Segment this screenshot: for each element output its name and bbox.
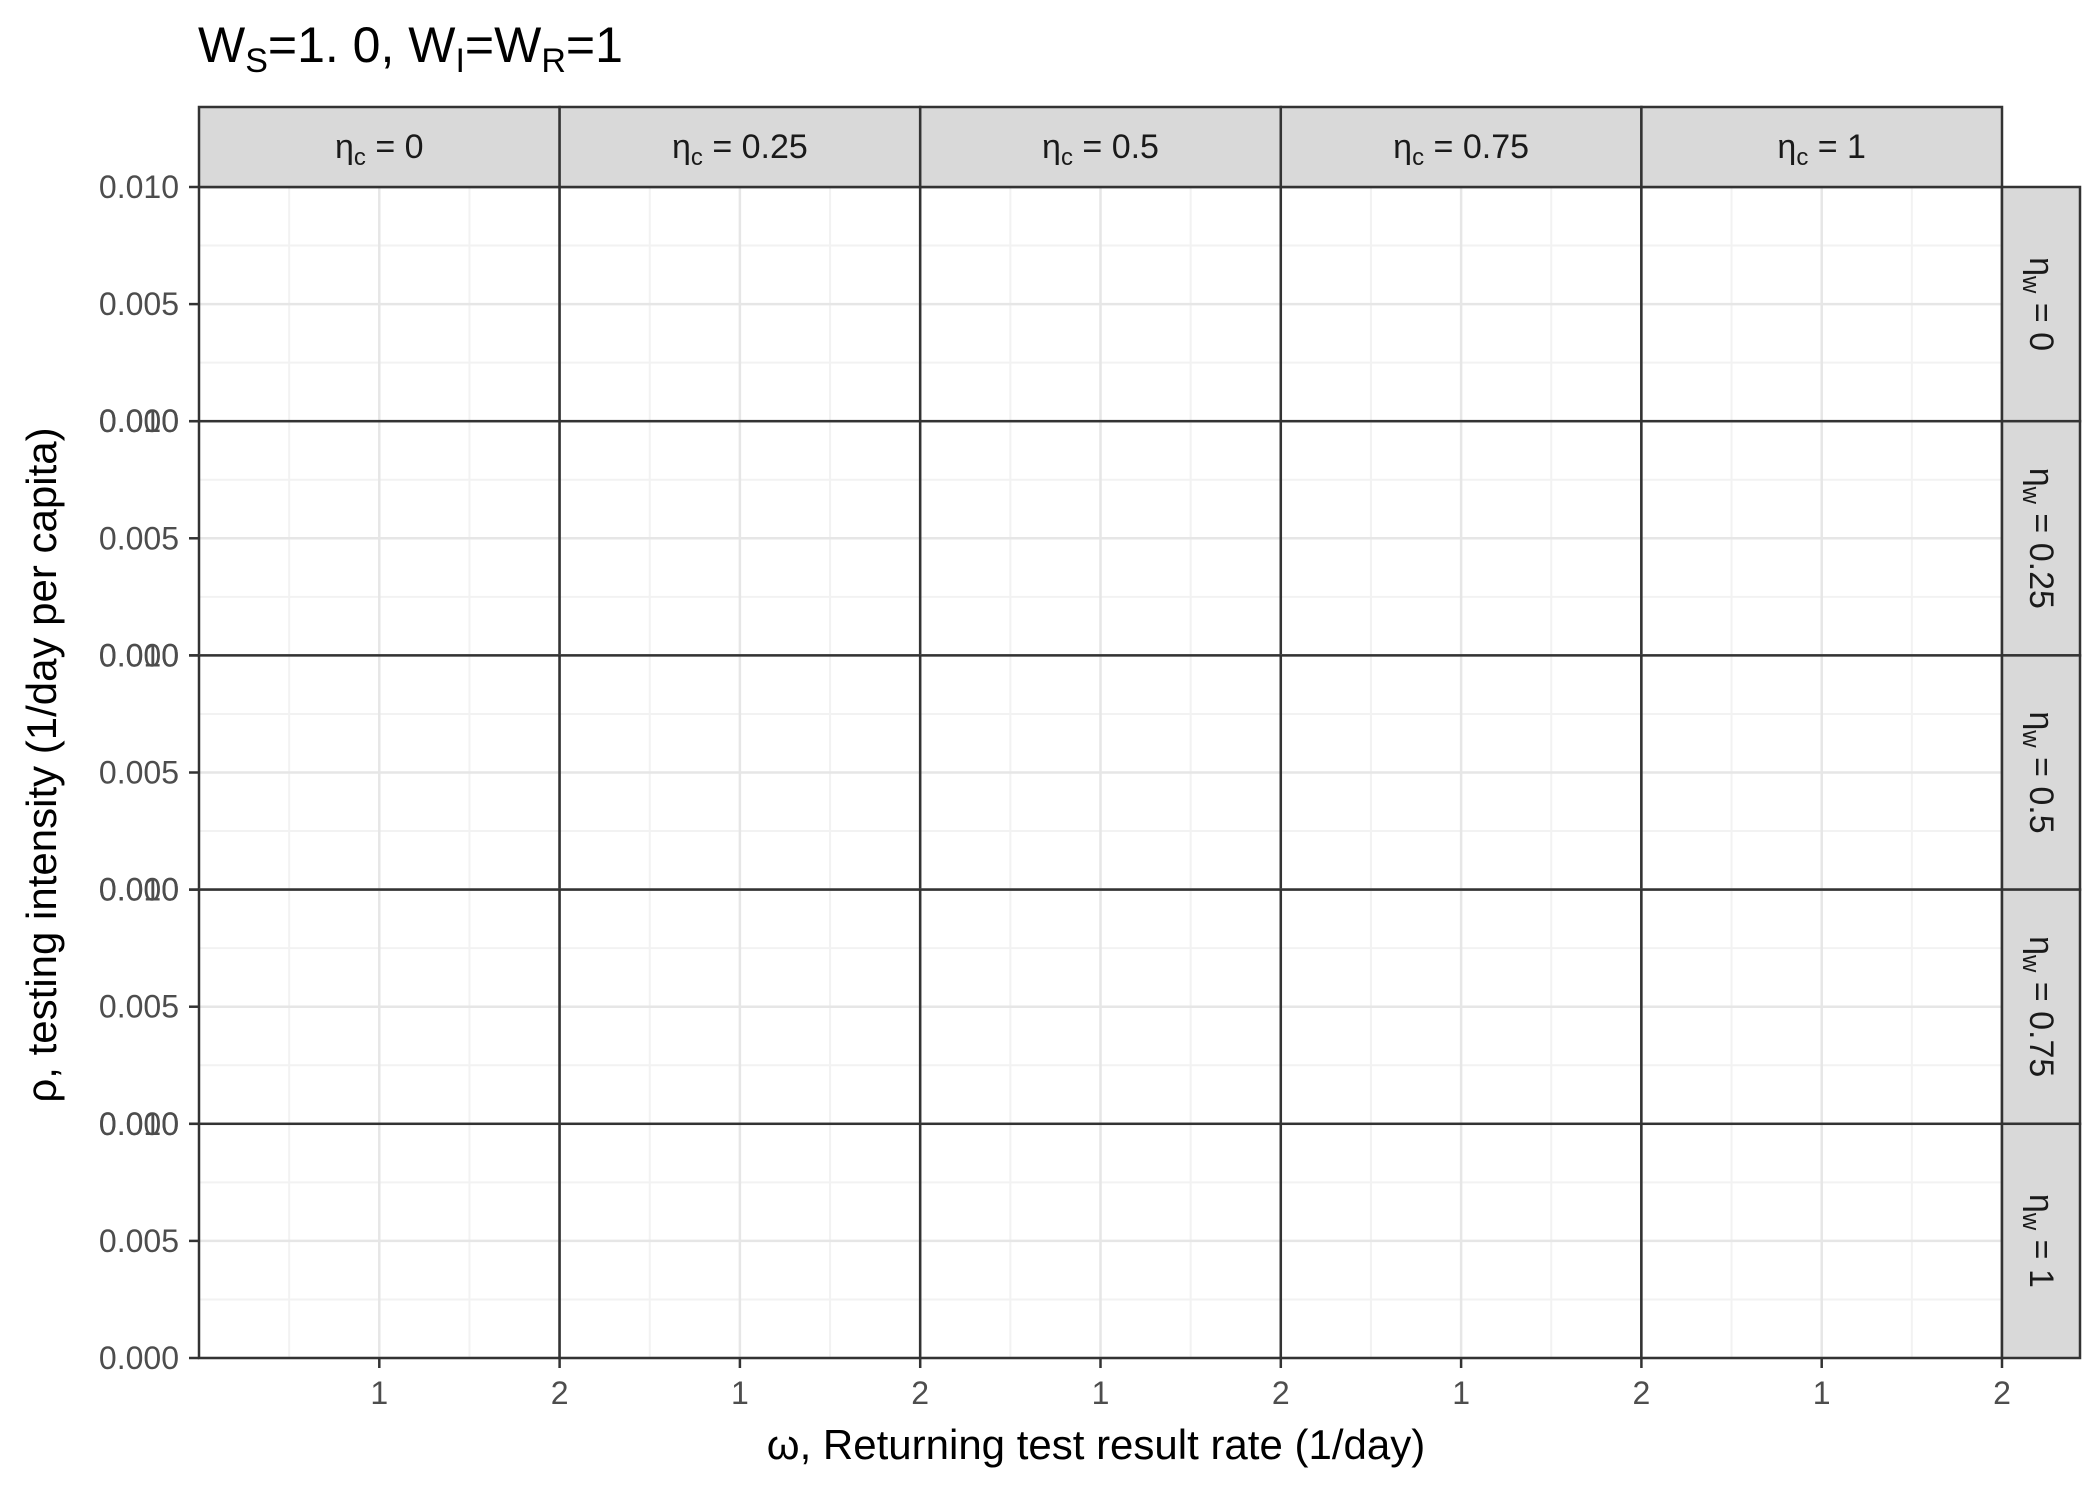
column-strips: ηc = 0 ηc = 0.25 ηc = 0.5 ηc = 0.75 ηc = 1 [197,105,2004,189]
strip-row: ηw = 1 [2000,1122,2082,1360]
y-tick-label: 0.010 [99,637,179,673]
facet-panel [1279,888,1643,1126]
facet-panel [197,888,561,1126]
facet-panel [1640,185,2004,423]
title-part: =1 [566,17,623,73]
facet-panel [197,654,561,891]
facet-panel [918,1122,1283,1360]
strip-label: ηc = 0.5 [1042,128,1159,171]
facet-panel [918,654,1283,891]
y-axis-title: ρ, testing intensity (1/day per capita) [18,427,65,1102]
strip-label: ηc = 1 [1777,128,1866,171]
strip-background [1640,105,2004,189]
y-tick-label: 0.005 [99,520,179,556]
facet-panel [918,419,1283,657]
strip-label: ηw = 0.5 [2017,711,2060,833]
strip-label: ηw = 0.75 [2017,936,2060,1077]
y-axis-ticks: 0.0000.0050.0100.0000.0050.0100.0000.005… [99,169,199,1376]
facet-panel [1279,419,1643,657]
strip-row: ηw = 0.25 [2000,419,2082,657]
facet-panel [558,888,922,1126]
strip-row: ηw = 0.75 [2000,888,2082,1126]
x-tick-label: 1 [1092,1375,1110,1411]
title-part: =W [465,17,542,73]
strip-label: ηw = 0.25 [2017,468,2060,609]
strip-background [2000,888,2082,1126]
facet-panel [197,1122,561,1360]
x-tick-label: 2 [1633,1375,1651,1411]
x-tick-label: 1 [370,1375,388,1411]
strip-label: ηc = 0 [335,128,424,171]
y-tick-label: 0.010 [99,1106,179,1142]
facet-panel [918,185,1283,423]
x-tick-label: 2 [911,1375,929,1411]
facet-panel [558,1122,922,1360]
x-axis-ticks: 1 2 1 2 1 2 1 2 1 2 [370,1358,2011,1411]
title-part: W [198,17,246,73]
title-part: R [541,42,566,80]
strip-col: ηc = 0.75 [1279,105,1643,189]
x-tick-label: 2 [1272,1375,1290,1411]
strip-label: ηw = 1 [2017,1194,2060,1288]
y-tick-label: 0.005 [99,286,179,322]
strip-label: ηw = 0 [2017,257,2060,351]
strip-background [2000,1122,2082,1360]
y-tick-label: 0.000 [99,403,179,439]
strip-background [918,105,1283,189]
x-tick-label: 2 [551,1375,569,1411]
row-strips: ηw = 0 ηw = 0.25 ηw = 0.5 ηw = 0.75 ηw = 1 [2000,185,2082,1360]
x-axis-title: ω, Returning test result rate (1/day) [767,1421,1425,1468]
x-tick-label: 2 [1993,1375,2011,1411]
facet-panel [1640,419,2004,657]
y-tick-label: 0.005 [99,989,179,1025]
title-part: S [245,42,268,80]
facet-panel [1640,888,2004,1126]
strip-background [558,105,922,189]
strip-col: ηc = 0.25 [558,105,922,189]
facet-panels [197,185,2004,1360]
title-part: I [455,42,464,80]
facet-panel [1640,1122,2004,1360]
facet-panel [558,419,922,657]
facet-panel [1640,654,2004,891]
strip-col: ηc = 0 [197,105,561,189]
y-tick-label: 0.000 [99,872,179,908]
strip-col: ηc = 0.5 [918,105,1283,189]
y-tick-label: 0.000 [99,1340,179,1376]
y-tick-label: 0.005 [99,755,179,791]
strip-row: ηw = 0 [2000,185,2082,423]
strip-background [197,105,561,189]
strip-background [2000,185,2082,423]
title-part: =1. 0, W [268,17,456,73]
x-tick-label: 1 [1452,1375,1470,1411]
x-tick-label: 1 [1813,1375,1831,1411]
y-tick-label: 0.000 [99,637,179,673]
facet-panel [558,185,922,423]
y-tick-label: 0.010 [99,169,179,205]
y-tick-label: 0.010 [99,403,179,439]
facet-panel [1279,654,1643,891]
strip-label: ηc = 0.25 [672,128,808,171]
chart-title: WS=1. 0, WI=WR=1 [198,17,623,80]
y-tick-label: 0.000 [99,1106,179,1142]
x-tick-label: 1 [731,1375,749,1411]
facet-panel [1279,1122,1643,1360]
strip-col: ηc = 1 [1640,105,2004,189]
y-tick-label: 0.010 [99,872,179,908]
strip-label: ηc = 0.75 [1393,128,1529,171]
facet-panel [558,654,922,891]
strip-background [2000,419,2082,657]
facet-panel [1279,185,1643,423]
facet-panel [197,185,561,423]
y-tick-label: 0.005 [99,1223,179,1259]
facet-panel [918,888,1283,1126]
facet-panel [197,419,561,657]
strip-row: ηw = 0.5 [2000,654,2082,891]
